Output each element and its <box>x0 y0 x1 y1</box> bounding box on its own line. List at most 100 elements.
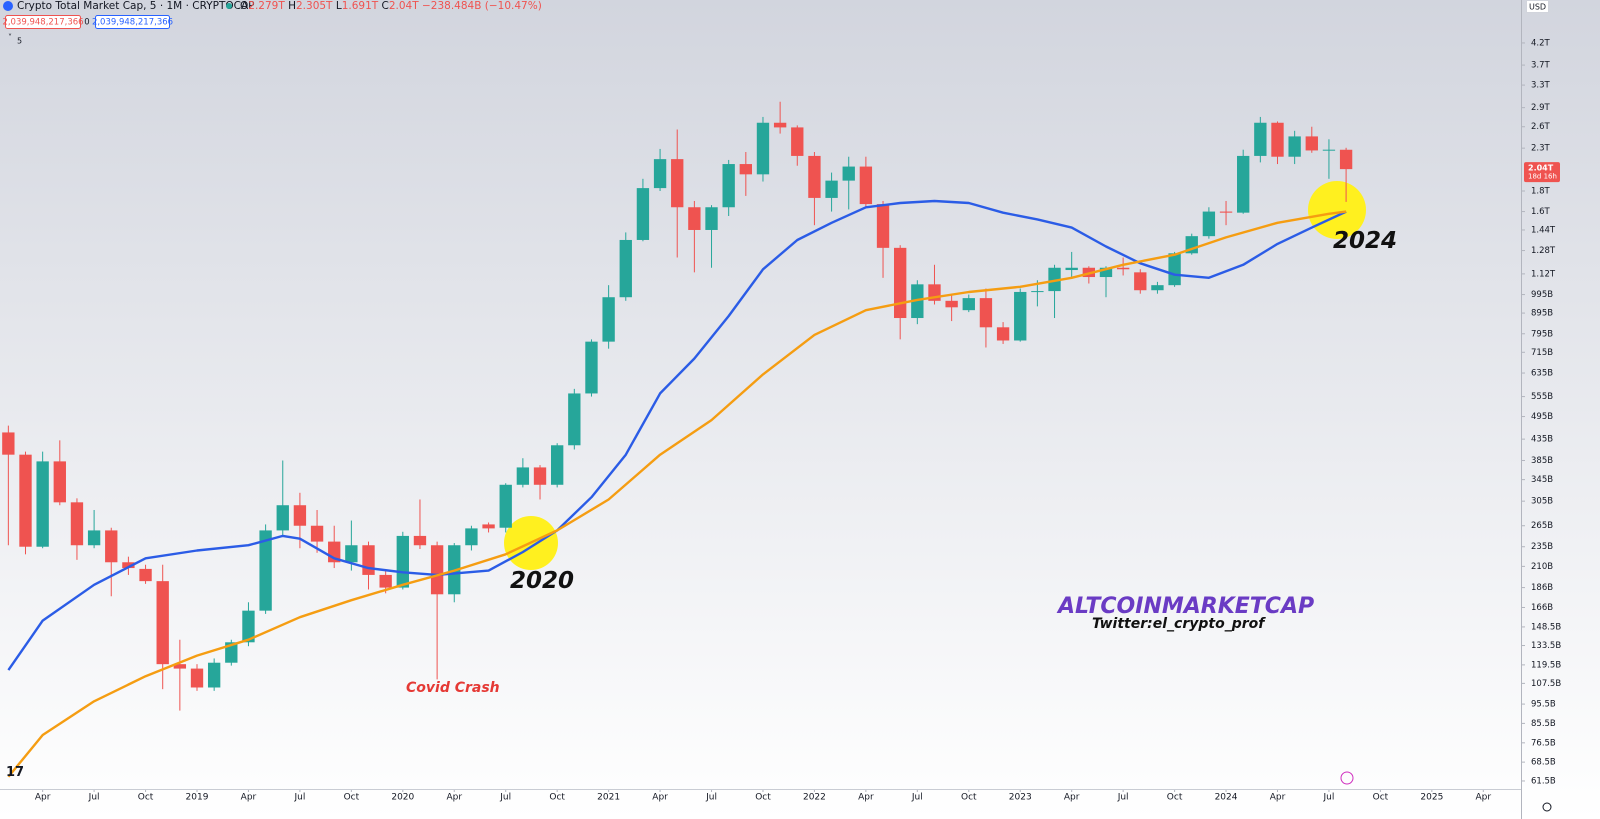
x-tick-label: Jul <box>88 793 100 803</box>
ohlc-value: 2.04T <box>389 0 419 12</box>
candle-body <box>1168 253 1181 286</box>
candle-body <box>139 568 152 582</box>
candle-body <box>1339 149 1353 170</box>
y-tick-label: 95.5B <box>1531 700 1556 710</box>
x-tick-label: 2024 <box>1215 793 1238 803</box>
x-tick-label: Jul <box>1323 793 1335 803</box>
ohlc: O2.279T H2.305T L1.691T C2.04T −238.484B… <box>240 0 542 12</box>
candle-body <box>859 166 873 205</box>
candle-body <box>653 159 667 189</box>
ohlc-value: 2.305T <box>296 0 333 12</box>
y-tick-label: 305B <box>1531 497 1553 507</box>
badge <box>5 15 81 29</box>
y-tick-label: 995B <box>1531 290 1553 300</box>
y-tick-label: 1.6T <box>1531 207 1551 217</box>
y-tick-label: 1.12T <box>1531 269 1556 279</box>
candle-body <box>1254 122 1267 156</box>
y-tick-label: 107.5B <box>1531 679 1561 689</box>
x-tick-label: Oct <box>344 793 360 803</box>
x-tick-label: Apr <box>1476 793 1492 803</box>
ohlc-value: 2.279T <box>248 0 285 12</box>
x-tick-label: 2019 <box>186 793 209 803</box>
candle-body <box>87 530 101 546</box>
y-tick-label: 495B <box>1531 412 1553 422</box>
candle-body <box>379 574 392 588</box>
candle-body <box>602 297 615 342</box>
currency-box[interactable] <box>1526 0 1549 13</box>
candle-body <box>1322 149 1336 151</box>
candle-body <box>773 122 787 128</box>
badge-text: 2,039,948,217,366 <box>92 18 173 28</box>
candle-body <box>585 341 598 394</box>
status-dot <box>226 3 232 9</box>
candle-body <box>756 122 770 175</box>
countdown: 18d 16h <box>1528 173 1557 181</box>
icon[interactable] <box>1340 771 1354 785</box>
y-tick-label: 715B <box>1531 348 1553 358</box>
currency: USD <box>1529 3 1546 12</box>
candle-body <box>396 535 409 588</box>
candle-body <box>499 484 512 528</box>
candle-body <box>345 545 358 563</box>
moving-average-line <box>7 199 1347 671</box>
candle-body <box>122 562 135 569</box>
candle-body <box>207 662 221 688</box>
plot <box>2 101 1353 778</box>
x-tick-label: Oct <box>755 793 771 803</box>
x-tick-label: 2023 <box>1009 793 1032 803</box>
badge-text: 2,039,948,217,366 <box>2 18 83 28</box>
moving-average-line <box>7 210 1347 778</box>
ohlc-key: L <box>336 0 342 12</box>
candle-body <box>1014 291 1027 341</box>
candle-body <box>19 454 32 547</box>
candle-body <box>1134 272 1147 291</box>
axes: 4.2T 3.7T 3.3T 2.9T 2.6T 2.3T 1.8T 1.6T 1.44T 1.2… <box>35 38 1561 802</box>
ohlc-key: O <box>240 0 248 12</box>
candle-body <box>962 298 975 311</box>
x-tick-label: 2020 <box>391 793 414 803</box>
highlight-circle <box>1308 181 1366 239</box>
candle-body <box>1048 267 1061 292</box>
x-tick-label: Jul <box>911 793 923 803</box>
candle-body <box>739 164 752 175</box>
y-tick-label: 795B <box>1531 329 1553 339</box>
candle-body <box>1116 267 1130 270</box>
candle-body <box>1202 211 1216 237</box>
candle-body <box>568 393 581 446</box>
y-tick-label: 3.3T <box>1531 81 1551 91</box>
x-tick-label: Apr <box>35 793 51 803</box>
y-tick-label: 133.5B <box>1531 641 1561 651</box>
candle-body <box>36 461 49 547</box>
x-tick-label: Apr <box>241 793 257 803</box>
x-tick-label: Apr <box>858 793 874 803</box>
header: Crypto Total Market Cap, 5 · 1M · CRYPTO… <box>2 0 1552 812</box>
candle-body <box>173 664 187 669</box>
indicator-length: 5 <box>17 37 22 46</box>
price-label: 2.04T <box>1528 164 1554 173</box>
symbol-logo <box>3 1 13 11</box>
candle-body <box>430 545 444 595</box>
y-tick-label: 61.5B <box>1531 776 1556 786</box>
settings-icon[interactable] <box>1542 802 1552 812</box>
candle-body <box>533 467 547 485</box>
x-tick-label: 2021 <box>597 793 620 803</box>
x-tick-label: Apr <box>1270 793 1286 803</box>
y-tick-label: 68.5B <box>1531 758 1556 768</box>
candle-body <box>482 524 495 529</box>
ohlc-key: H <box>288 0 296 12</box>
candle-body <box>362 545 375 575</box>
ohlc-value: 1.691T <box>342 0 379 12</box>
x-tick-label: Apr <box>1064 793 1080 803</box>
candle-body <box>1099 267 1113 278</box>
collapse-arrow[interactable]: ˅ <box>8 33 12 42</box>
y-tick-label: 210B <box>1531 562 1553 572</box>
candle-body <box>1031 291 1044 293</box>
candle-body <box>310 525 324 542</box>
candle-body <box>945 300 958 308</box>
candle-body <box>156 581 169 665</box>
candle-body <box>70 502 84 546</box>
y-tick-label: 76.5B <box>1531 738 1556 748</box>
candle-body <box>996 327 1010 341</box>
